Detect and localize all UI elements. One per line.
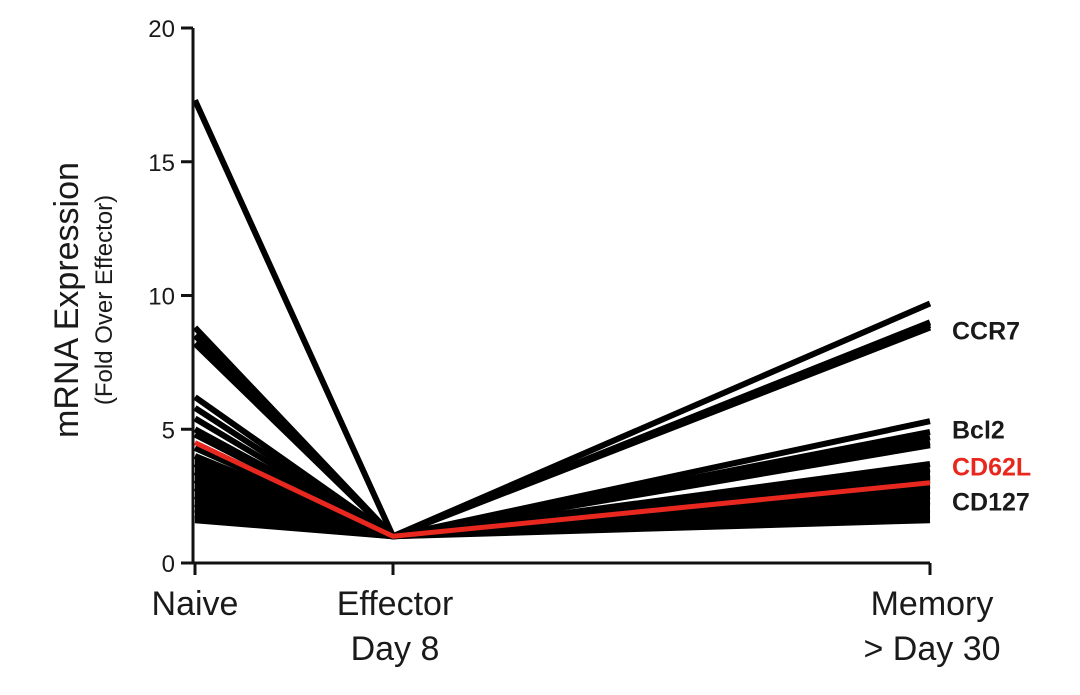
x-tick-label: Day 8 <box>351 630 440 668</box>
y-axis-label: mRNA Expression <box>48 162 86 438</box>
y-axis-title: mRNA Expression (Fold Over Effector) <box>48 162 118 438</box>
y-tick-label: 0 <box>162 551 175 578</box>
x-tick-label: Memory <box>871 585 994 623</box>
y-tick-label: 5 <box>162 417 175 444</box>
x-tick-label: > Day 30 <box>863 630 1000 668</box>
series-layer <box>192 98 932 540</box>
y-axis-sublabel: (Fold Over Effector) <box>91 195 118 405</box>
series-labels: CCR7 Bcl2 CD62L CD127 <box>952 317 1031 516</box>
series-label-bcl2: Bcl2 <box>952 416 1005 444</box>
highlight-layer <box>193 440 931 539</box>
y-tick-label: 20 <box>148 16 175 43</box>
y-ticks: 0 5 10 15 20 <box>148 16 193 578</box>
series-label-ccr7: CCR7 <box>952 317 1020 345</box>
y-tick-label: 10 <box>148 284 175 311</box>
series-line-cd62l <box>193 440 931 539</box>
x-tick-label: Effector <box>337 585 454 623</box>
series-label-cd62l: CD62L <box>952 454 1031 482</box>
x-tick-label: Naive <box>152 585 239 623</box>
x-ticks: Naive Effector Day 8 Memory > Day 30 <box>152 563 1001 668</box>
y-tick-label: 15 <box>148 150 175 177</box>
series-label-cd127: CD127 <box>952 488 1030 516</box>
series-band <box>195 456 930 537</box>
